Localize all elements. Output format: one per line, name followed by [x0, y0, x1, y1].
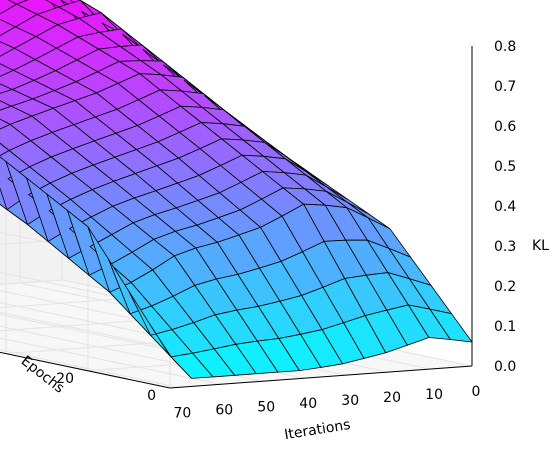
z-tick-label: 0.7: [494, 79, 516, 95]
z-tick-label: 0.0: [494, 359, 516, 375]
grid-line-z: [0, 199, 171, 309]
surface-patch: [0, 83, 14, 94]
x-tick-label: 10: [425, 387, 443, 403]
z-axis-label: KL: [532, 238, 549, 254]
z-tick-label: 0.2: [494, 279, 516, 295]
x-tick-label: 0: [472, 384, 481, 400]
x-tick-label: 20: [383, 390, 401, 406]
axis-lines: [0, 46, 473, 389]
surface-patch: [0, 118, 12, 130]
x-tick-label: 70: [173, 405, 191, 421]
grid-line-y: [0, 296, 145, 309]
z-tick-label: 0.5: [494, 159, 516, 175]
y-axis-line: [0, 351, 171, 389]
surface-patch: [429, 308, 473, 343]
grid-line-z: [0, 159, 171, 269]
x-tick-label: 50: [257, 399, 275, 415]
x-tick-label: 40: [299, 396, 317, 412]
z-tick-label: 0.6: [494, 119, 516, 135]
y-tick-label: 0: [147, 388, 156, 404]
tick-labels: 7060504030201000204060801000.00.10.20.30…: [56, 39, 516, 421]
surface-patch: [0, 100, 13, 111]
surface-patch: [0, 63, 15, 77]
x-tick-label: 30: [341, 393, 359, 409]
grid-line-y: [0, 313, 227, 332]
z-tick-label: 0.8: [494, 39, 516, 55]
z-tick-label: 0.3: [494, 239, 516, 255]
z-tick-label: 0.4: [494, 199, 516, 215]
grid-line-x: [0, 349, 179, 388]
grid-line-x: [0, 325, 263, 382]
surface-patch: [0, 142, 10, 157]
z-tick-label: 0.1: [494, 319, 516, 335]
x-axis-line: [169, 365, 473, 389]
surface-plot: [0, 0, 473, 379]
grid-line-x: [0, 337, 221, 385]
grid-line-z: [0, 239, 171, 349]
x-tick-label: 60: [215, 402, 233, 418]
x-axis-label: Iterations: [283, 417, 351, 443]
y-tick-label: 20: [56, 371, 74, 387]
